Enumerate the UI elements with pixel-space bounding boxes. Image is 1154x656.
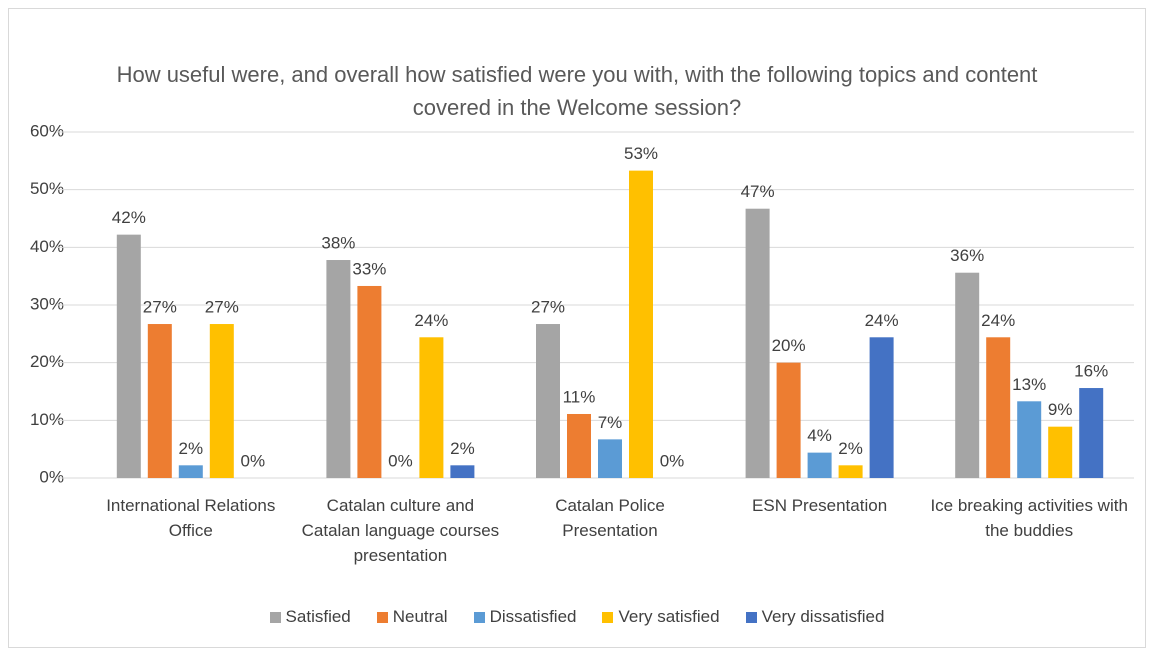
data-label: 36% — [950, 246, 984, 265]
bar — [567, 413, 591, 478]
chart-title: How useful were, and overall how satisfi… — [116, 62, 1038, 120]
bar — [357, 285, 382, 478]
data-label: 4% — [807, 426, 832, 445]
bar — [1079, 388, 1104, 478]
bar — [178, 465, 203, 478]
bar — [450, 465, 475, 478]
data-label: 27% — [205, 298, 239, 317]
data-label: 24% — [865, 311, 899, 330]
bar — [209, 324, 234, 478]
data-label: 33% — [352, 259, 386, 278]
legend-swatch — [376, 611, 388, 623]
legend-swatch — [473, 611, 485, 623]
bar — [1048, 426, 1073, 478]
legend-item: Dissatisfied — [473, 607, 577, 627]
x-tick-label: International Relations Office — [106, 496, 276, 540]
bar — [838, 465, 863, 478]
legend-label: Neutral — [392, 607, 448, 626]
y-tick-label: 30% — [30, 294, 64, 313]
legend-label: Dissatisfied — [489, 607, 577, 626]
data-label: 24% — [981, 311, 1015, 330]
bar — [745, 208, 770, 479]
data-label: 27% — [531, 298, 565, 317]
data-label: 20% — [772, 336, 806, 355]
data-label: 0% — [241, 451, 266, 470]
legend-item: Satisfied — [269, 607, 351, 627]
data-label: 11% — [563, 387, 596, 406]
legend-swatch — [602, 611, 614, 623]
data-label: 7% — [598, 413, 623, 432]
legend: Satisfied Neutral Dissatisfied Very satisfi… — [0, 607, 1154, 627]
data-label: 2% — [179, 439, 204, 458]
y-tick-label: 0% — [39, 467, 64, 486]
bar — [419, 337, 444, 478]
bar — [536, 324, 560, 478]
data-label: 0% — [660, 451, 685, 470]
bar — [326, 260, 351, 478]
bar — [776, 362, 801, 478]
data-label: 2% — [450, 439, 475, 458]
y-tick-label: 40% — [30, 237, 64, 256]
y-tick-label: 10% — [30, 410, 64, 429]
data-label: 38% — [321, 234, 355, 253]
bar — [955, 272, 980, 478]
data-label: 2% — [838, 439, 863, 458]
data-label: 16% — [1074, 362, 1108, 381]
data-label: 24% — [414, 311, 448, 330]
legend-item: Neutral — [376, 607, 448, 627]
bar — [147, 324, 172, 478]
y-tick-label: 60% — [30, 121, 64, 140]
bar — [598, 439, 622, 478]
x-tick-label: ESN Presentation — [752, 496, 888, 515]
bar — [629, 170, 653, 479]
legend-item: Very dissatisfied — [745, 607, 885, 627]
legend-label: Satisfied — [285, 607, 351, 626]
data-label: 47% — [741, 182, 775, 201]
data-label: 9% — [1048, 400, 1073, 419]
data-label: 53% — [624, 144, 658, 163]
bar — [807, 452, 832, 478]
bar — [986, 337, 1011, 478]
y-tick-label: 20% — [30, 352, 64, 371]
legend-swatch — [745, 611, 757, 623]
legend-label: Very satisfied — [618, 607, 720, 626]
data-label: 27% — [143, 298, 177, 317]
bar — [869, 337, 894, 478]
legend-swatch — [269, 611, 281, 623]
data-label: 42% — [112, 208, 146, 227]
legend-label: Very dissatisfied — [761, 607, 885, 626]
x-tick-label: Catalan Police Presentation — [555, 496, 665, 540]
legend-item: Very satisfied — [602, 607, 720, 627]
bar — [1017, 401, 1042, 478]
x-tick-label: Ice breaking activities with the buddies — [930, 496, 1128, 540]
y-tick-label: 50% — [30, 179, 64, 198]
x-tick-label: Catalan culture and Catalan language cou… — [301, 496, 500, 565]
data-label: 0% — [388, 451, 413, 470]
bar — [116, 234, 141, 478]
data-label: 13% — [1012, 375, 1046, 394]
